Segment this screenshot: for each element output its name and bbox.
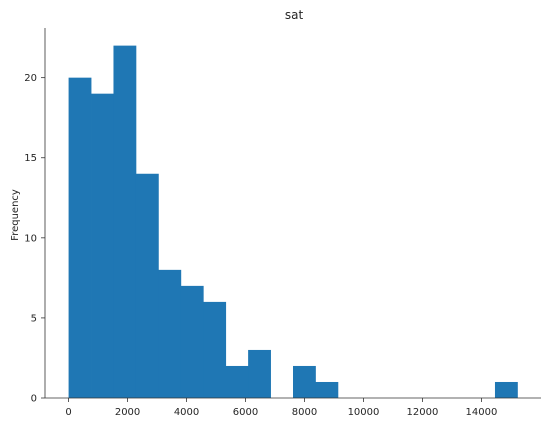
- x-tick-label: 4000: [174, 407, 199, 418]
- y-tick-label: 20: [24, 73, 37, 84]
- x-tick-label: 14000: [466, 407, 498, 418]
- x-tick-label: 2000: [115, 407, 140, 418]
- x-tick-label: 12000: [407, 407, 439, 418]
- histogram-bar: [494, 381, 518, 398]
- histogram-bar: [225, 365, 249, 398]
- histogram-bar: [68, 77, 92, 398]
- histogram-bar: [248, 349, 271, 398]
- y-axis-ticks: 0 5 10 15 20: [24, 73, 45, 405]
- x-tick-label: 10000: [348, 407, 380, 418]
- y-tick-label: 5: [31, 313, 37, 324]
- x-tick-label: 0: [65, 407, 71, 418]
- histogram-bar: [113, 45, 137, 398]
- histogram-bar: [180, 285, 204, 398]
- histogram-bar: [293, 365, 316, 398]
- y-tick-label: 15: [24, 153, 37, 164]
- y-tick-label: 10: [24, 233, 37, 244]
- x-tick-label: 8000: [292, 407, 317, 418]
- y-axis-label: Frequency: [10, 189, 21, 241]
- histogram-bar: [203, 301, 227, 398]
- y-tick-label: 0: [31, 394, 37, 405]
- x-axis-ticks: 0 2000 4000 6000 8000 10000 12000 14000: [65, 398, 497, 418]
- histogram-bars: [68, 45, 518, 399]
- histogram-bar: [315, 381, 339, 398]
- histogram-bar: [158, 269, 182, 398]
- histogram-bar: [135, 173, 159, 398]
- histogram-bar: [91, 93, 114, 399]
- chart-title: sat: [285, 8, 304, 22]
- x-tick-label: 6000: [233, 407, 258, 418]
